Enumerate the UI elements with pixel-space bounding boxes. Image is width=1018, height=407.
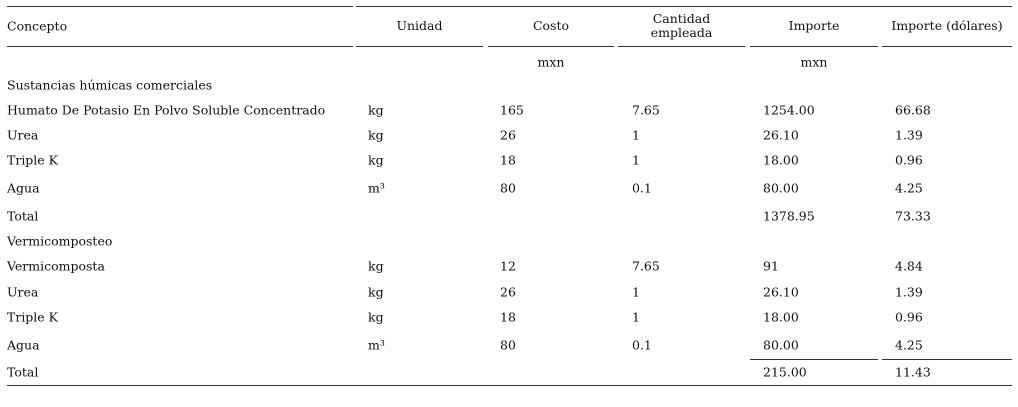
header-cell: Concepto — [7, 18, 68, 34]
cell: 18.00 — [763, 309, 799, 325]
cell: 4.25 — [895, 337, 923, 353]
cell: 1 — [632, 127, 640, 143]
cell: 215.00 — [763, 364, 807, 380]
cell: kg — [368, 284, 384, 300]
rule — [618, 46, 745, 47]
cell: 4.84 — [895, 258, 923, 274]
header-cell: Unidad — [396, 18, 443, 33]
row-label: Urea — [7, 284, 39, 300]
cell: kg — [368, 127, 384, 143]
cell: kg — [368, 309, 384, 325]
cell: 80 — [500, 180, 516, 196]
row-label: Vermicomposta — [7, 258, 105, 274]
section-title: Sustancias húmicas comerciales — [7, 77, 213, 93]
cell: kg — [368, 152, 384, 168]
cell: 80 — [500, 337, 516, 353]
unit-cell: mxn — [800, 54, 828, 70]
rule — [7, 385, 1012, 386]
cell: 0.96 — [895, 309, 923, 325]
cell: 1 — [632, 284, 640, 300]
cell: 7.65 — [632, 102, 660, 118]
cell: 12 — [500, 258, 516, 274]
cell: 0.96 — [895, 152, 923, 168]
cell: 73.33 — [895, 208, 931, 224]
cell: 1378.95 — [763, 208, 815, 224]
cell: 26.10 — [763, 284, 799, 300]
row-label: Agua — [7, 180, 40, 196]
cell: 1.39 — [895, 284, 923, 300]
section-title: Vermicomposteo — [7, 233, 113, 249]
unit-cell: mxn — [537, 54, 565, 70]
cell: 1 — [632, 309, 640, 325]
header-cell: Importe (dólares) — [891, 18, 1003, 33]
rule — [7, 6, 353, 7]
row-label: Total — [7, 364, 39, 380]
rule — [356, 46, 483, 47]
cell: 18.00 — [763, 152, 799, 168]
cell: 1254.00 — [763, 102, 815, 118]
cell: kg — [368, 258, 384, 274]
cell: 18 — [500, 309, 516, 325]
cell: 91 — [763, 258, 779, 274]
rule — [882, 46, 1012, 47]
rule — [7, 46, 353, 47]
rule — [750, 46, 878, 47]
cell: 11.43 — [895, 364, 931, 380]
cell: 1 — [632, 152, 640, 168]
cell: 7.65 — [632, 258, 660, 274]
cell: 0.1 — [632, 180, 652, 196]
row-label: Humato De Potasio En Polvo Soluble Conce… — [7, 102, 326, 118]
cell: 80.00 — [763, 180, 799, 196]
row-label: Triple K — [7, 152, 59, 168]
cell: 0.1 — [632, 337, 652, 353]
header-cell: Cantidad empleada — [650, 11, 713, 40]
header-cell: Costo — [532, 18, 570, 33]
row-label: Agua — [7, 337, 40, 353]
rule — [750, 359, 878, 360]
row-label: Urea — [7, 127, 39, 143]
cell: 26 — [500, 284, 516, 300]
row-label: Total — [7, 208, 39, 224]
cell: m³ — [368, 337, 385, 353]
cell: 165 — [500, 102, 524, 118]
cell: 18 — [500, 152, 516, 168]
rule — [356, 6, 1012, 7]
cell: m³ — [368, 180, 385, 196]
cell: 26.10 — [763, 127, 799, 143]
header-cell: Importe — [788, 18, 840, 33]
cell: 80.00 — [763, 337, 799, 353]
rule — [882, 359, 1012, 360]
cell: 4.25 — [895, 180, 923, 196]
rule — [488, 46, 614, 47]
cell: 66.68 — [895, 102, 931, 118]
row-label: Triple K — [7, 309, 59, 325]
cell: 26 — [500, 127, 516, 143]
cell: 1.39 — [895, 127, 923, 143]
cell: kg — [368, 102, 384, 118]
